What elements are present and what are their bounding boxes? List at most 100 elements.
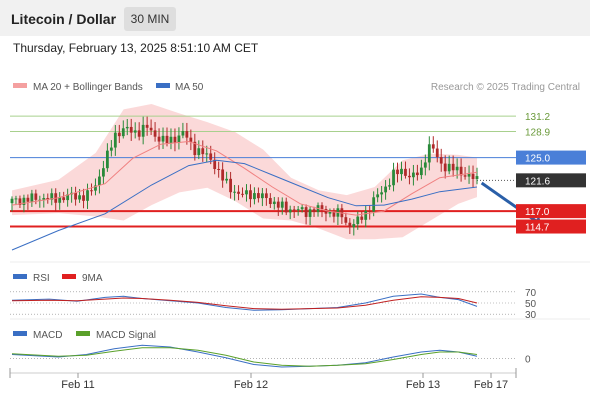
candle-body bbox=[431, 144, 435, 149]
rsi-tick-50: 50 bbox=[525, 299, 537, 310]
candle-body bbox=[105, 150, 109, 169]
candle-body bbox=[233, 191, 236, 193]
rsi-series-1 bbox=[11, 296, 478, 310]
candle-body bbox=[22, 197, 26, 205]
level-tag-114-7 bbox=[516, 219, 586, 234]
candle-body bbox=[221, 169, 225, 181]
candle-body bbox=[74, 192, 77, 200]
level-label-125-0: 125.0 bbox=[525, 154, 550, 165]
candle-body bbox=[102, 168, 105, 177]
rsi-legend-swatch bbox=[13, 274, 27, 279]
ma50-legend-swatch bbox=[156, 83, 170, 88]
candle-body bbox=[288, 209, 292, 213]
bollinger-legend-swatch bbox=[13, 83, 27, 88]
candle-body bbox=[165, 135, 169, 144]
macd-legend-label: MACD bbox=[33, 330, 62, 341]
candle-body bbox=[300, 207, 304, 210]
rsi-legend-label: RSI bbox=[33, 273, 50, 284]
candle-body bbox=[376, 194, 380, 198]
candle-body bbox=[435, 148, 439, 158]
level-tag-125-0 bbox=[516, 150, 586, 165]
level-tag-121-6 bbox=[516, 173, 586, 188]
candle-body bbox=[189, 137, 193, 142]
candle-body bbox=[201, 148, 205, 155]
candle-body bbox=[272, 201, 276, 205]
candle-body bbox=[66, 194, 70, 201]
candle-body bbox=[177, 135, 181, 143]
candle-body bbox=[241, 193, 244, 195]
candle-body bbox=[352, 224, 356, 228]
instrument-title: Litecoin / Dollar bbox=[11, 11, 117, 27]
candle-body bbox=[312, 209, 316, 213]
chart-header-bar bbox=[0, 0, 590, 36]
candle-body bbox=[400, 168, 403, 175]
candle-body bbox=[94, 185, 97, 191]
candle-body bbox=[34, 193, 38, 200]
candle-body bbox=[129, 126, 133, 133]
timeframe-button[interactable]: 30 MIN bbox=[124, 7, 176, 31]
candle-body bbox=[113, 132, 117, 148]
candle-body bbox=[253, 193, 256, 200]
candle-body bbox=[181, 131, 185, 136]
candle-body bbox=[173, 136, 177, 143]
candle-body bbox=[46, 198, 50, 200]
candle-body bbox=[213, 159, 217, 169]
candle-body bbox=[78, 195, 81, 200]
candle-body bbox=[364, 210, 368, 220]
candle-body bbox=[229, 178, 232, 193]
x-tick-label: Feb 11 bbox=[61, 379, 94, 391]
candle-body bbox=[292, 209, 296, 211]
ma50-legend-label: MA 50 bbox=[175, 82, 204, 93]
candle-body bbox=[30, 193, 34, 202]
candle-body bbox=[62, 197, 66, 201]
candle-body bbox=[320, 205, 324, 210]
rsi-tick-70: 70 bbox=[525, 288, 537, 299]
x-tick-label: Feb 12 bbox=[234, 379, 268, 391]
candle-body bbox=[157, 136, 161, 142]
macd-tick-0: 0 bbox=[525, 355, 531, 366]
candle-body bbox=[185, 131, 189, 138]
ma50-line bbox=[11, 159, 478, 251]
candle-body bbox=[368, 210, 372, 212]
candle-body bbox=[217, 168, 221, 170]
candle-body bbox=[58, 197, 62, 203]
candle-body bbox=[117, 132, 121, 137]
candle-body bbox=[264, 193, 268, 199]
level-tag-117-0 bbox=[516, 204, 586, 219]
candle-body bbox=[276, 201, 280, 208]
candle-body bbox=[415, 172, 419, 176]
candle-body bbox=[423, 162, 427, 168]
candle-body bbox=[209, 153, 213, 160]
candle-body bbox=[447, 163, 451, 172]
candle-body bbox=[257, 193, 260, 199]
candle-body bbox=[475, 176, 479, 180]
candle-body bbox=[304, 207, 308, 217]
candle-body bbox=[98, 176, 101, 186]
candle-body bbox=[296, 209, 300, 211]
candle-body bbox=[443, 163, 447, 172]
research-credit: Research © 2025 Trading Central bbox=[431, 82, 580, 93]
level-label-114-7: 114.7 bbox=[525, 223, 550, 234]
candle-body bbox=[388, 185, 391, 187]
candle-body bbox=[10, 198, 14, 204]
level-label-131-2: 131.2 bbox=[525, 112, 550, 123]
candle-body bbox=[332, 211, 336, 217]
rsi-tick-30: 30 bbox=[525, 310, 537, 321]
candle-body bbox=[384, 186, 387, 193]
candle-body bbox=[392, 169, 395, 186]
candle-body bbox=[145, 124, 149, 128]
candle-body bbox=[82, 195, 85, 201]
candle-body bbox=[308, 209, 312, 217]
candle-body bbox=[348, 222, 352, 228]
rsi-series-0 bbox=[11, 293, 478, 311]
bollinger-legend-label: MA 20 + Bollinger Bands bbox=[33, 82, 143, 93]
candle-body bbox=[249, 190, 252, 200]
timestamp: Thursday, February 13, 2025 8:51:10 AM C… bbox=[13, 41, 259, 55]
candle-body bbox=[193, 141, 197, 156]
candle-body bbox=[360, 216, 364, 220]
candle-body bbox=[121, 128, 125, 137]
candle-body bbox=[463, 175, 467, 177]
candle-body bbox=[467, 173, 471, 177]
candle-body bbox=[161, 135, 165, 142]
candle-body bbox=[125, 126, 129, 129]
